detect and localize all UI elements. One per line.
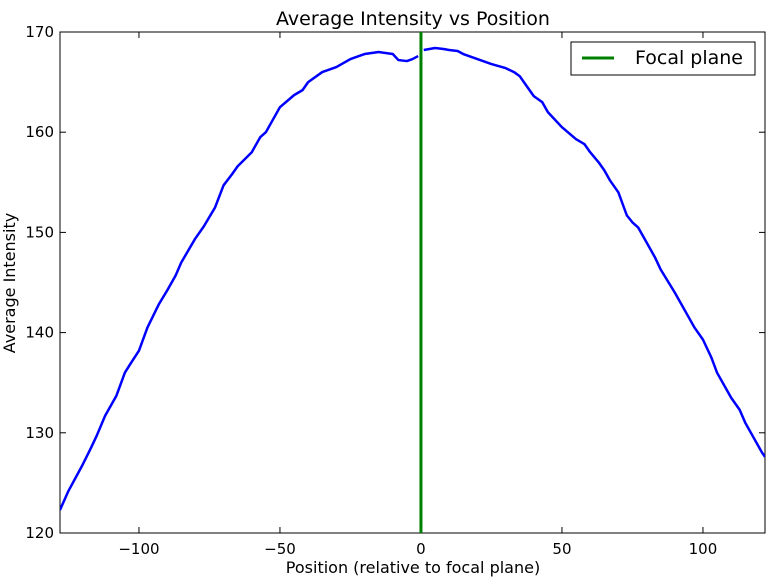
y-tick-label: 150 — [25, 223, 54, 241]
x-tick-label: 50 — [552, 540, 571, 558]
y-tick-label: 120 — [25, 524, 54, 542]
y-tick-label: 170 — [25, 23, 54, 41]
x-tick-label: 0 — [416, 540, 426, 558]
legend-box — [570, 41, 756, 76]
legend-label-focal-plane: Focal plane — [635, 47, 743, 69]
y-axis-title: Average Intensity — [0, 213, 19, 353]
y-tick-label: 160 — [25, 123, 54, 141]
x-tick-label: 100 — [689, 540, 718, 558]
x-tick-label: −100 — [118, 540, 159, 558]
legend: Focal plane — [570, 41, 756, 76]
series-intensity-2 — [423, 46, 765, 458]
chart-title: Average Intensity vs Position — [276, 8, 550, 30]
y-tick-label: 130 — [25, 424, 54, 442]
y-tick-label: 140 — [25, 324, 54, 342]
x-axis-title: Position (relative to focal plane) — [286, 558, 540, 577]
series-intensity-1 — [60, 50, 419, 511]
axis-ticks: −100 −50 0 50 100 120 130 140 150 160 170 — [25, 23, 765, 558]
plot-area-frame — [59, 31, 766, 534]
x-tick-label: −50 — [264, 540, 296, 558]
series-layer — [60, 32, 765, 533]
